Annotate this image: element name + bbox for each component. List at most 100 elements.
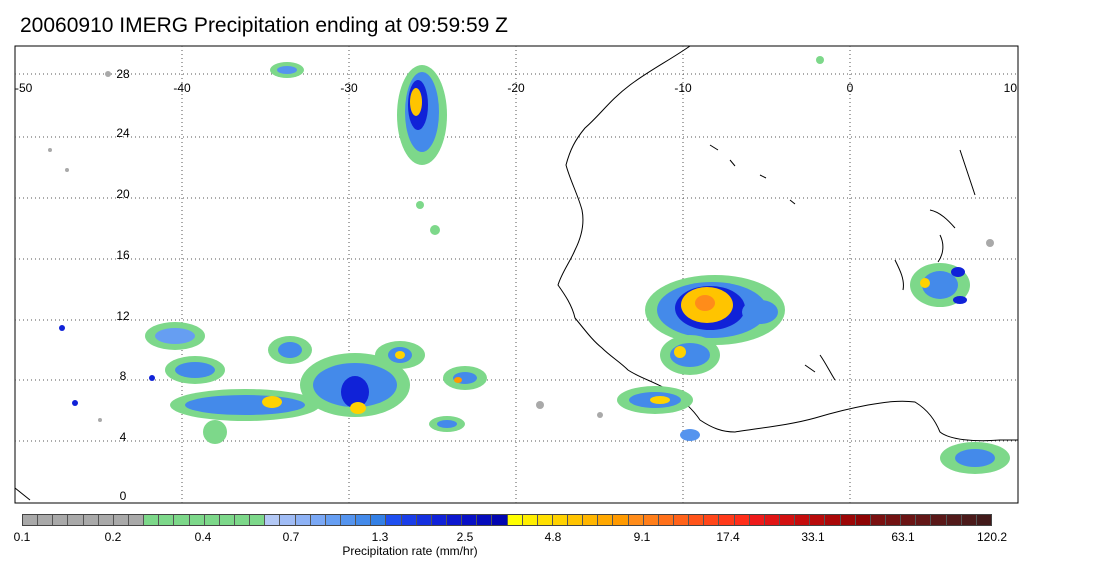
grid-lines: [15, 46, 1018, 503]
colorbar-swatch: [901, 515, 917, 525]
colorbar: [22, 514, 992, 526]
colorbar-swatch: [507, 515, 523, 525]
colorbar-tick-label: 9.1: [633, 530, 651, 544]
lon-tick-label: -30: [340, 81, 358, 95]
colorbar-swatch: [780, 515, 796, 525]
colorbar-swatch: [280, 515, 296, 525]
colorbar-swatch: [477, 515, 493, 525]
colorbar-swatch: [628, 515, 644, 525]
colorbar-swatch: [749, 515, 765, 525]
colorbar-title: Precipitation rate (mm/hr): [342, 544, 478, 558]
precipitation-map: -50 -40 -30 -20 -10 0 10 0 4 8 12 16 20 24 28: [14, 45, 1019, 504]
colorbar-swatch: [795, 515, 811, 525]
colorbar-swatch: [658, 515, 675, 525]
colorbar-swatch: [552, 515, 569, 525]
colorbar-swatch: [113, 515, 129, 525]
colorbar-swatch: [386, 515, 402, 525]
colorbar-swatch: [38, 515, 54, 525]
colorbar-swatch: [810, 515, 826, 525]
colorbar-swatch: [825, 515, 841, 525]
colorbar-tick-label: 0.2: [104, 530, 122, 544]
colorbar-swatch: [522, 515, 538, 525]
colorbar-swatch: [719, 515, 735, 525]
colorbar-swatch: [23, 515, 39, 525]
colorbar-swatch: [643, 515, 659, 525]
lat-tick-label: 0: [120, 489, 127, 503]
colorbar-swatch: [174, 515, 190, 525]
colorbar-swatch: [189, 515, 205, 525]
colorbar-swatch: [568, 515, 584, 525]
latitude-labels: 0 4 8 12 16 20 24 28: [116, 67, 130, 503]
coastline: [14, 45, 1018, 501]
colorbar-tick-label: 0.1: [13, 530, 31, 544]
lat-tick-label: 8: [120, 369, 127, 383]
colorbar-swatch: [886, 515, 902, 525]
colorbar-swatch: [265, 515, 281, 525]
colorbar-swatch: [371, 515, 387, 525]
colorbar-swatch: [855, 515, 871, 525]
lat-tick-label: 24: [116, 126, 130, 140]
colorbar-swatch: [401, 515, 417, 525]
colorbar-swatch: [764, 515, 781, 525]
lon-tick-label: -40: [173, 81, 191, 95]
colorbar-tick-label: 63.1: [891, 530, 915, 544]
colorbar-swatch: [537, 515, 553, 525]
colorbar-tick-label: 33.1: [801, 530, 825, 544]
colorbar-swatch: [325, 515, 341, 525]
colorbar-swatch: [416, 515, 432, 525]
colorbar-swatch: [234, 515, 251, 525]
colorbar-swatch: [356, 515, 372, 525]
lat-tick-label: 28: [116, 67, 130, 81]
colorbar-swatch: [159, 515, 175, 525]
colorbar-swatch: [446, 515, 463, 525]
colorbar-tick-label: 4.8: [544, 530, 562, 544]
colorbar-swatch: [492, 515, 508, 525]
colorbar-swatch: [340, 515, 357, 525]
map-title: 20060910 IMERG Precipitation ending at 0…: [20, 14, 508, 37]
colorbar-swatch: [128, 515, 145, 525]
colorbar-tick-label: 1.3: [371, 530, 389, 544]
colorbar-swatch: [870, 515, 887, 525]
colorbar-tick-label: 0.7: [282, 530, 300, 544]
colorbar-swatch: [704, 515, 720, 525]
colorbar-swatch: [946, 515, 962, 525]
colorbar-swatch: [98, 515, 114, 525]
colorbar-tick-label: 0.4: [194, 530, 212, 544]
lon-tick-label: -50: [15, 81, 33, 95]
colorbar-swatch: [840, 515, 856, 525]
lon-tick-label: -10: [674, 81, 692, 95]
colorbar-tick-label: 120.2: [976, 530, 1008, 544]
lon-tick-label: 0: [847, 81, 854, 95]
colorbar-swatch: [613, 515, 629, 525]
colorbar-swatch: [674, 515, 690, 525]
lat-tick-label: 20: [116, 187, 130, 201]
colorbar-swatch: [598, 515, 614, 525]
longitude-labels: -50 -40 -30 -20 -10 0 10: [15, 81, 1017, 95]
colorbar-swatch: [144, 515, 160, 525]
colorbar-swatch: [204, 515, 220, 525]
lat-tick-label: 16: [116, 248, 130, 262]
colorbar-swatch: [961, 515, 977, 525]
colorbar-tick-label: 17.4: [716, 530, 740, 544]
colorbar-swatch: [219, 515, 235, 525]
colorbar-swatch: [689, 515, 705, 525]
colorbar-swatch: [310, 515, 326, 525]
colorbar-swatch: [976, 515, 991, 525]
colorbar-swatch: [83, 515, 99, 525]
lon-tick-label: -20: [507, 81, 525, 95]
lat-tick-label: 4: [120, 430, 127, 444]
precip-field: [48, 56, 1010, 474]
colorbar-tick-label: 2.5: [456, 530, 474, 544]
colorbar-swatch: [68, 515, 84, 525]
colorbar-swatch: [295, 515, 311, 525]
colorbar-swatch: [431, 515, 447, 525]
colorbar-swatch: [250, 515, 266, 525]
colorbar-swatch: [53, 515, 69, 525]
lon-tick-label: 10: [1004, 81, 1018, 95]
lat-tick-label: 12: [116, 309, 130, 323]
colorbar-swatch: [734, 515, 750, 525]
colorbar-swatch: [583, 515, 599, 525]
colorbar-swatch: [916, 515, 932, 525]
colorbar-swatch: [462, 515, 478, 525]
colorbar-swatch: [931, 515, 947, 525]
